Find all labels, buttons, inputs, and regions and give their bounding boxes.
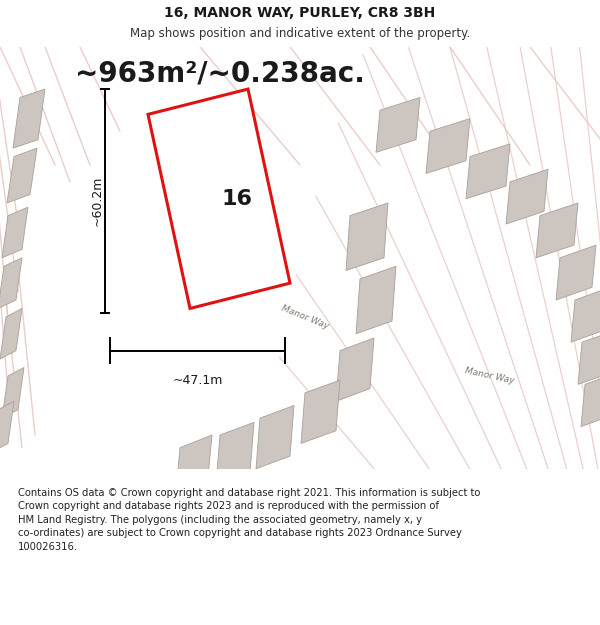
Polygon shape xyxy=(0,308,22,359)
Polygon shape xyxy=(556,245,596,300)
Polygon shape xyxy=(256,406,294,469)
Text: 16: 16 xyxy=(221,189,253,209)
Polygon shape xyxy=(148,89,290,308)
Text: Manor Way: Manor Way xyxy=(464,366,515,386)
Text: ~963m²/~0.238ac.: ~963m²/~0.238ac. xyxy=(75,59,365,88)
Polygon shape xyxy=(0,258,22,308)
Polygon shape xyxy=(336,338,374,401)
Polygon shape xyxy=(571,288,600,342)
Polygon shape xyxy=(301,380,340,444)
Polygon shape xyxy=(578,329,600,384)
Polygon shape xyxy=(466,144,510,199)
Polygon shape xyxy=(506,169,548,224)
Polygon shape xyxy=(7,148,37,203)
Polygon shape xyxy=(536,203,578,258)
Text: Manor Way: Manor Way xyxy=(280,303,330,331)
Polygon shape xyxy=(13,89,45,148)
Text: Contains OS data © Crown copyright and database right 2021. This information is : Contains OS data © Crown copyright and d… xyxy=(18,488,481,552)
Polygon shape xyxy=(426,119,470,173)
Polygon shape xyxy=(376,98,420,152)
Polygon shape xyxy=(581,372,600,426)
Polygon shape xyxy=(216,422,254,486)
Polygon shape xyxy=(2,208,28,258)
Text: ~60.2m: ~60.2m xyxy=(91,176,104,226)
Polygon shape xyxy=(176,435,212,490)
Text: Map shows position and indicative extent of the property.: Map shows position and indicative extent… xyxy=(130,28,470,40)
Polygon shape xyxy=(356,266,396,334)
Polygon shape xyxy=(346,203,388,271)
Polygon shape xyxy=(0,401,14,452)
Polygon shape xyxy=(2,368,24,418)
Text: 16, MANOR WAY, PURLEY, CR8 3BH: 16, MANOR WAY, PURLEY, CR8 3BH xyxy=(164,6,436,20)
Text: ~47.1m: ~47.1m xyxy=(172,374,223,387)
